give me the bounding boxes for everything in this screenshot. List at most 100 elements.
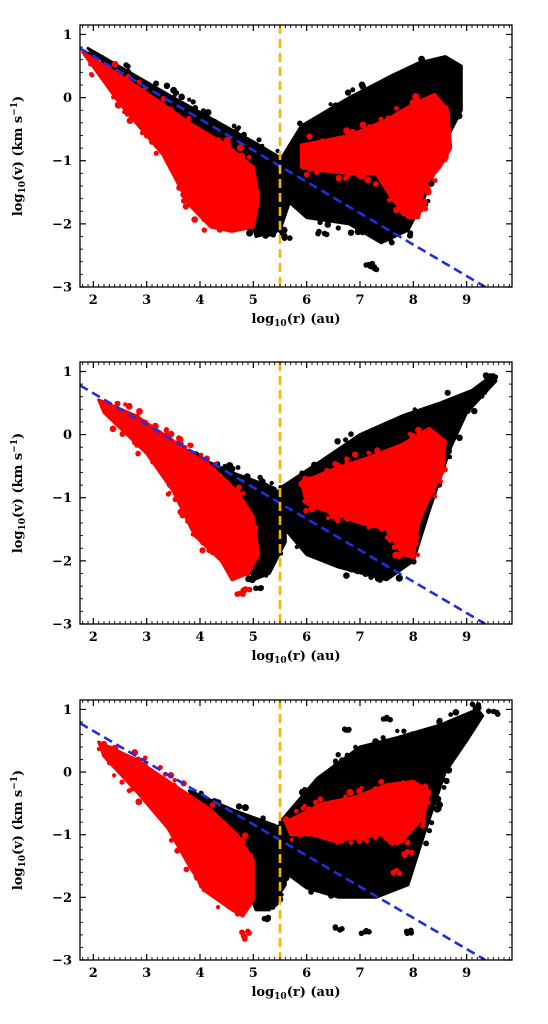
data-point xyxy=(327,857,333,864)
data-point xyxy=(390,466,397,472)
data-point xyxy=(107,760,112,766)
data-point xyxy=(367,758,375,766)
data-point xyxy=(410,558,417,565)
data-point xyxy=(350,163,358,171)
data-point xyxy=(401,851,407,857)
data-point xyxy=(387,223,395,231)
data-point xyxy=(365,864,370,868)
data-point xyxy=(255,504,263,511)
data-point xyxy=(245,142,251,148)
data-point xyxy=(165,788,170,793)
data-point xyxy=(376,575,383,581)
data-point xyxy=(252,838,258,843)
data-point xyxy=(134,443,140,448)
data-point xyxy=(233,153,240,160)
data-point xyxy=(365,176,370,181)
data-point xyxy=(404,168,411,176)
data-point xyxy=(124,112,130,117)
data-point xyxy=(388,184,394,190)
data-point xyxy=(219,130,227,138)
data-point xyxy=(227,142,232,147)
data-point xyxy=(447,420,454,426)
data-point xyxy=(315,830,320,835)
data-point xyxy=(187,820,192,826)
data-point xyxy=(160,95,167,102)
data-point xyxy=(119,431,126,437)
data-point xyxy=(231,203,238,210)
data-point xyxy=(376,513,383,521)
data-point xyxy=(144,772,151,778)
data-point xyxy=(204,187,211,194)
data-point xyxy=(337,927,343,933)
data-point xyxy=(270,839,275,844)
data-point xyxy=(123,402,128,407)
data-point xyxy=(391,426,399,434)
data-point xyxy=(232,135,239,141)
data-point xyxy=(440,148,447,155)
plot-area xyxy=(80,700,501,960)
data-point xyxy=(319,503,324,509)
data-point xyxy=(383,738,388,744)
data-point xyxy=(380,735,386,741)
x-tick-label: 9 xyxy=(462,293,471,308)
data-point xyxy=(378,831,384,837)
data-point xyxy=(340,765,345,771)
data-point xyxy=(386,499,393,507)
data-point xyxy=(161,815,166,820)
data-point xyxy=(232,839,238,845)
data-point xyxy=(217,169,225,177)
data-point xyxy=(373,181,379,187)
data-point xyxy=(355,172,360,177)
data-point xyxy=(407,431,412,436)
data-point xyxy=(329,199,335,205)
data-point xyxy=(201,227,207,233)
x-tick-label: 6 xyxy=(302,293,311,308)
data-point xyxy=(360,150,368,158)
data-point xyxy=(193,874,198,879)
data-point xyxy=(198,865,206,873)
data-point xyxy=(126,117,134,124)
y-axis: 1 0 −1 −2 −3 xyxy=(52,28,512,296)
data-point xyxy=(444,733,450,738)
data-point xyxy=(252,829,259,835)
data-point xyxy=(139,97,147,105)
data-point xyxy=(432,178,438,183)
data-point xyxy=(330,149,337,155)
data-point xyxy=(359,834,366,841)
data-point xyxy=(337,167,343,173)
data-point xyxy=(282,816,290,823)
data-point xyxy=(390,869,397,876)
data-point xyxy=(171,162,178,168)
data-point xyxy=(235,817,241,823)
data-point xyxy=(192,105,199,111)
data-point xyxy=(109,72,117,80)
data-point xyxy=(317,817,324,824)
data-point xyxy=(415,426,423,434)
data-point xyxy=(328,102,333,107)
data-point xyxy=(406,455,414,462)
data-point xyxy=(149,787,155,793)
data-point xyxy=(445,448,452,455)
y-axis-label-superscript: −1 xyxy=(10,776,20,790)
data-point xyxy=(207,845,214,852)
data-point xyxy=(425,136,431,142)
data-point xyxy=(433,805,441,813)
data-point xyxy=(223,479,230,486)
data-point xyxy=(424,188,432,196)
data-point xyxy=(401,482,407,488)
data-point xyxy=(131,766,139,773)
y-axis-label-text: log xyxy=(11,530,26,553)
data-point xyxy=(426,163,432,169)
data-point xyxy=(400,477,406,484)
data-point xyxy=(214,806,219,811)
data-point xyxy=(420,823,426,829)
data-point xyxy=(359,229,366,236)
data-point xyxy=(253,543,259,549)
data-point xyxy=(393,879,400,886)
data-point xyxy=(177,166,183,171)
data-point xyxy=(224,552,231,560)
data-point xyxy=(344,173,351,180)
data-point xyxy=(290,186,295,191)
data-point xyxy=(301,540,306,546)
